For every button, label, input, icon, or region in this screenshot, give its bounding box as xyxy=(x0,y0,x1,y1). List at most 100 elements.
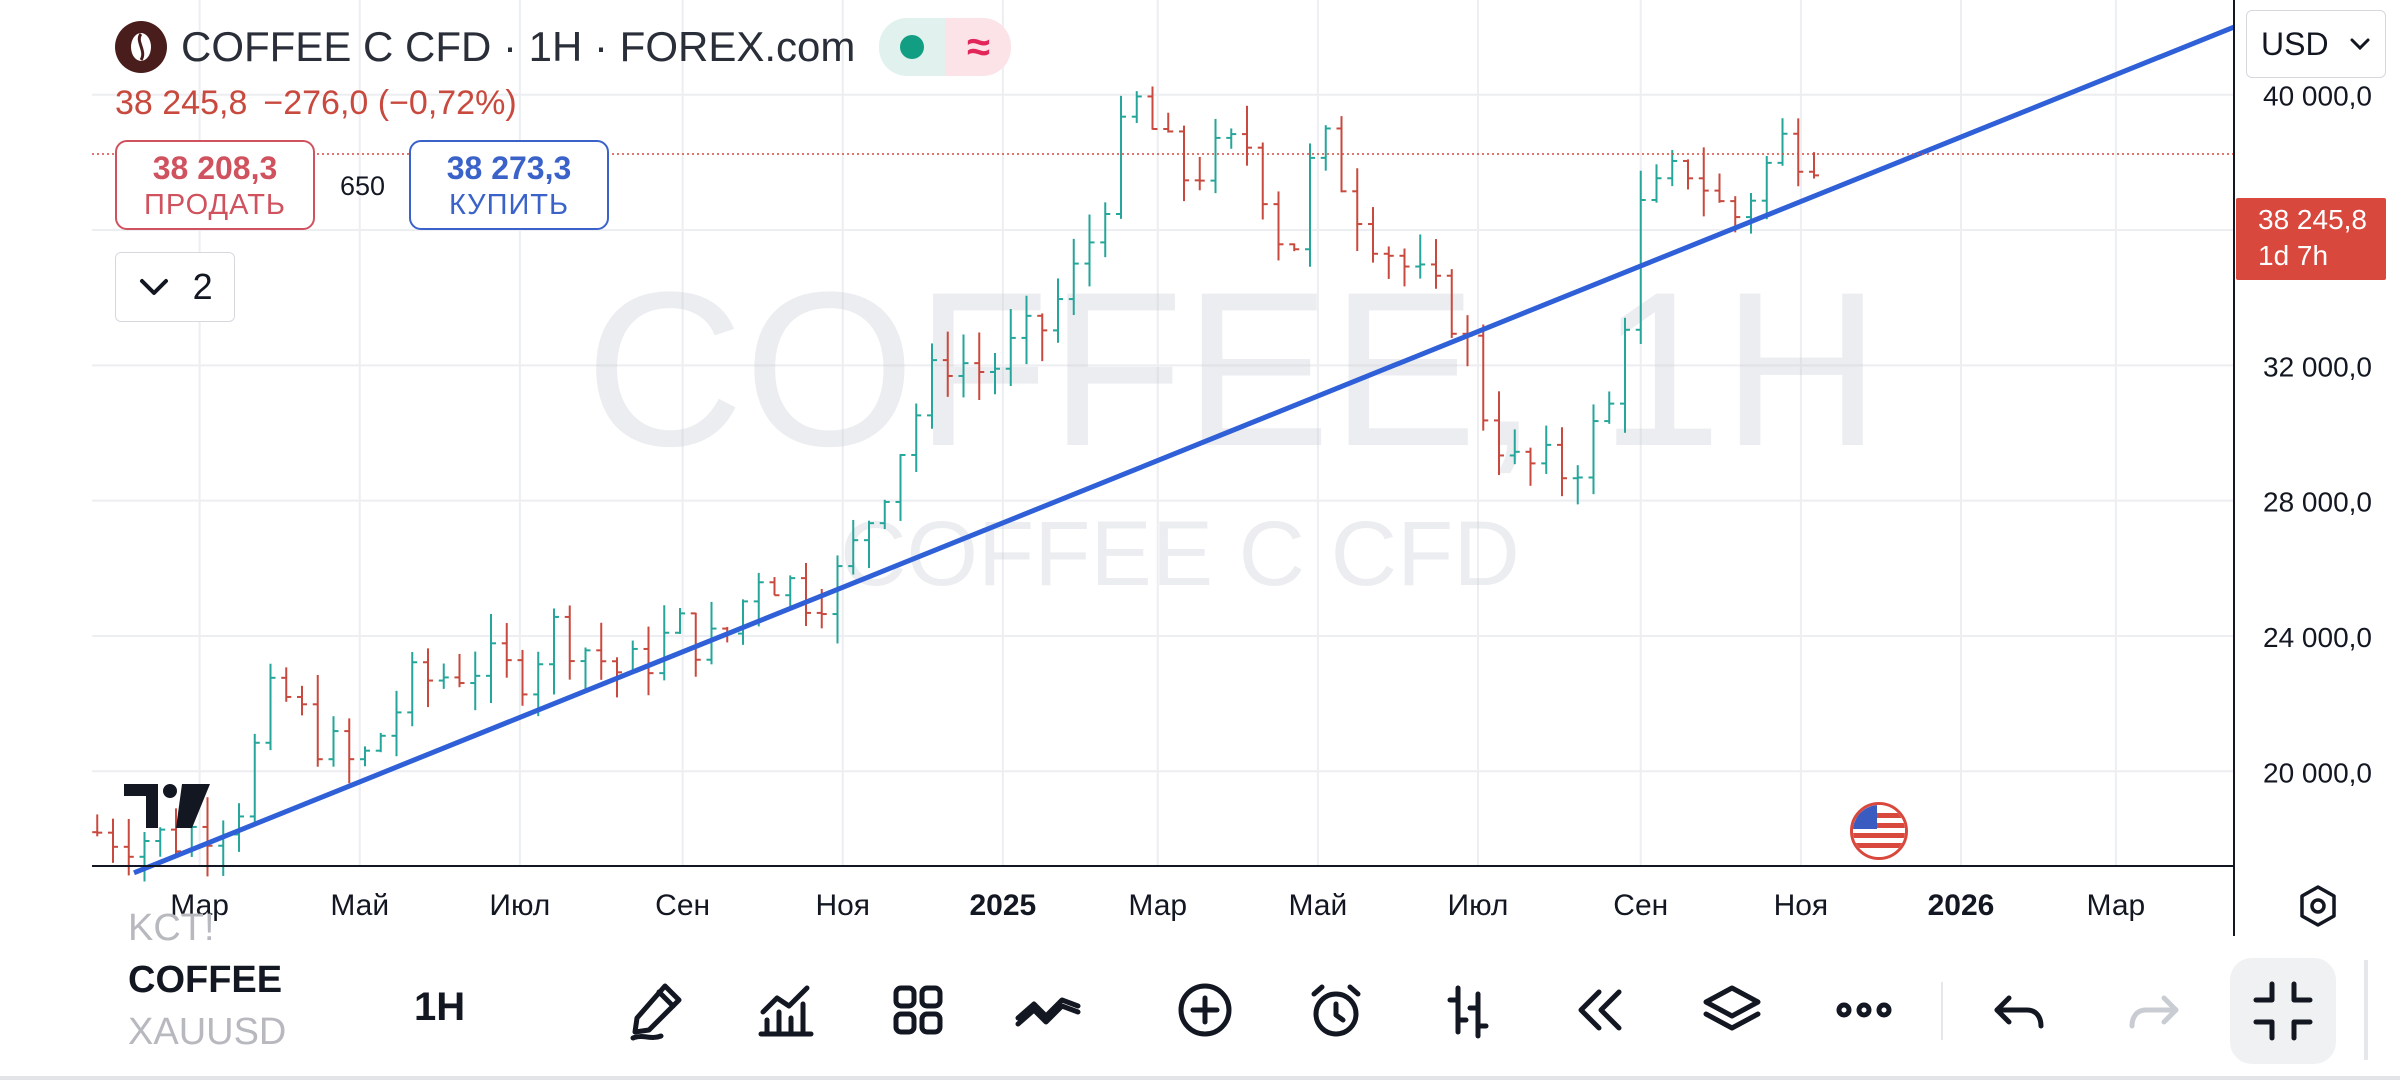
price-axis[interactable]: 20 000,024 000,028 000,032 000,036 000,0… xyxy=(2263,81,2372,789)
ohlc-bar xyxy=(1714,173,1725,203)
ohlc-bar xyxy=(139,831,150,882)
ohlc-bar xyxy=(454,653,465,688)
sell-price: 38 208,3 xyxy=(152,150,278,186)
time-axis-label: Июл xyxy=(1448,889,1509,922)
ohlc-bar xyxy=(171,808,181,857)
ohlc-bar xyxy=(927,343,937,429)
symbol-current[interactable]: COFFEE xyxy=(128,959,283,1001)
ohlc-bar xyxy=(549,608,559,695)
hexagon-settings-icon xyxy=(2300,885,2336,927)
bar-countdown: 1d 7h xyxy=(2258,240,2329,271)
trendline-group[interactable] xyxy=(133,24,2235,876)
undo-icon xyxy=(1994,995,2044,1029)
ohlc-bar xyxy=(1509,429,1520,465)
trendline xyxy=(133,24,2235,876)
buy-button[interactable]: 38 273,3 КУПИТЬ xyxy=(409,140,609,230)
timeframe-button[interactable]: 1H xyxy=(414,985,466,1029)
ohlc-bar xyxy=(1068,238,1079,315)
ohlc-bar xyxy=(564,605,575,680)
chart-type-button[interactable] xyxy=(1428,970,1508,1050)
time-axis-label: Июл xyxy=(489,889,550,922)
redo-icon xyxy=(2129,995,2179,1029)
ohlc-bar xyxy=(1604,391,1615,424)
undo-button[interactable] xyxy=(1979,970,2059,1050)
ohlc-bar xyxy=(675,608,685,634)
object-tree-button[interactable] xyxy=(1692,970,1772,1050)
redo-button[interactable] xyxy=(2114,970,2194,1050)
price-change: −276,0 (−0,72%) xyxy=(263,84,517,122)
ohlc-bar xyxy=(1053,278,1063,343)
ohlc-bar xyxy=(501,623,512,678)
drawing-tools-button[interactable] xyxy=(617,970,697,1050)
compare-button[interactable] xyxy=(1008,970,1088,1050)
replay-button[interactable] xyxy=(1559,970,1639,1050)
ohlc-bar xyxy=(1415,234,1426,279)
ohlc-bar xyxy=(1383,246,1394,279)
alarm-clock-icon xyxy=(1311,984,1361,1037)
ohlc-bar xyxy=(1179,125,1189,202)
time-axis[interactable]: Мар Май Июл Сен Ноя 2025 Мар Май Июл Сен Ноя 2026 Ма… xyxy=(170,889,2145,922)
tradingview-logo[interactable] xyxy=(124,784,210,833)
layouts-button[interactable] xyxy=(878,970,958,1050)
indicators-toggle-button[interactable]: 2 xyxy=(115,252,235,322)
ohlc-bar xyxy=(1478,324,1489,431)
ohlc-bar xyxy=(1368,207,1378,263)
currency-select[interactable]: USD xyxy=(2246,10,2386,78)
ohlc-bar xyxy=(1793,118,1804,187)
ohlc-bar xyxy=(1100,202,1111,258)
status-pill[interactable]: ≈ xyxy=(879,18,1012,76)
ohlc-bar xyxy=(407,651,418,727)
buy-price: 38 273,3 xyxy=(446,150,572,186)
price-axis-label: 28 000,0 xyxy=(2263,487,2372,518)
sell-label: ПРОДАТЬ xyxy=(144,189,286,221)
scroll-edge xyxy=(2364,960,2368,1060)
ohlc-bar xyxy=(801,563,811,627)
ohlc-bar xyxy=(281,667,292,702)
current-price: 38 245,8 xyxy=(115,84,248,122)
ohlc-bars xyxy=(92,86,1819,882)
ohlc-bar xyxy=(375,732,386,753)
ohlc-bar xyxy=(738,599,748,645)
last-price-label: 38 245,8 1d 7h xyxy=(2236,198,2386,280)
add-button[interactable] xyxy=(1165,970,1245,1050)
indicators-button[interactable] xyxy=(745,970,825,1050)
ohlc-bar xyxy=(1289,243,1300,252)
ohlc-bar xyxy=(312,675,323,767)
symbol-title[interactable]: COFFEE C CFD · 1H · FOREX.com xyxy=(181,23,856,70)
toolbar-separator xyxy=(1941,982,1943,1040)
ohlc-bar xyxy=(990,353,1000,395)
symbol-subtitle-watermark: COFFEE C CFD xyxy=(840,503,1520,605)
ohlc-bar xyxy=(265,663,276,751)
ohlc-bar xyxy=(1131,91,1142,124)
ohlc-bar xyxy=(1336,116,1347,193)
ohlc-bar xyxy=(1305,143,1315,267)
sell-button[interactable]: 38 208,3 ПРОДАТЬ xyxy=(115,140,315,230)
us-flag-event-icon[interactable] xyxy=(1850,802,1908,860)
chart-indicators-icon xyxy=(758,985,814,1037)
ohlc-bar xyxy=(1525,447,1536,486)
symbol-header[interactable]: COFFEE C CFD · 1H · FOREX.com ≈ xyxy=(115,18,1012,76)
ohlc-bar xyxy=(297,685,307,716)
ohlc-bar xyxy=(486,613,496,704)
alerts-button[interactable] xyxy=(1296,970,1376,1050)
symbol-next[interactable]: XAUUSD xyxy=(128,1011,287,1053)
wave-icon: ≈ xyxy=(945,18,1012,76)
ohlc-bar xyxy=(1588,404,1599,495)
price-chart[interactable]: COFFEE, 1H COFFEE C CFD 20 000,0 24 000,0… xyxy=(0,0,2400,940)
ohlc-bar xyxy=(769,577,780,597)
ohlc-bar xyxy=(1021,295,1032,365)
ohlc-bar xyxy=(1037,313,1048,362)
ohlc-bar xyxy=(1446,269,1457,339)
ohlc-bar xyxy=(533,651,544,717)
symbol-prev[interactable]: KCT! xyxy=(128,907,215,949)
ohlc-bar xyxy=(753,572,764,627)
chart-settings-button[interactable] xyxy=(2295,883,2341,934)
time-axis-label: Май xyxy=(330,889,389,922)
compare-lines-icon xyxy=(1015,997,1081,1027)
ohlc-bar xyxy=(580,647,591,693)
ohlc-bar xyxy=(942,331,953,397)
exit-fullscreen-button[interactable] xyxy=(2230,958,2336,1064)
ohlc-bar xyxy=(643,626,654,696)
more-button[interactable] xyxy=(1824,970,1904,1050)
price-axis-label: 24 000,0 xyxy=(2263,622,2372,653)
